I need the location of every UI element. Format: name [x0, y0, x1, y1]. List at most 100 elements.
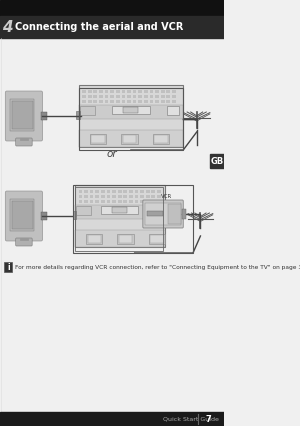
Bar: [144, 110, 148, 113]
Bar: [82, 110, 86, 113]
Bar: [129, 195, 133, 198]
Bar: [172, 95, 176, 98]
Bar: [146, 195, 150, 198]
Bar: [146, 210, 150, 213]
Bar: [167, 110, 170, 113]
Bar: [110, 90, 114, 93]
Bar: [86, 234, 103, 244]
Bar: [99, 110, 103, 113]
Bar: [119, 235, 132, 243]
Bar: [152, 210, 155, 213]
Bar: [129, 200, 133, 203]
Bar: [167, 100, 170, 103]
Bar: [123, 200, 127, 203]
Bar: [210, 154, 224, 168]
Bar: [172, 110, 176, 113]
Bar: [0, 0, 224, 16]
Bar: [157, 200, 161, 203]
Bar: [155, 100, 159, 103]
Bar: [99, 100, 103, 103]
Bar: [122, 110, 125, 113]
Bar: [101, 200, 105, 203]
Bar: [99, 105, 103, 108]
Text: VCR: VCR: [161, 194, 172, 199]
Bar: [150, 105, 153, 108]
Bar: [88, 105, 92, 108]
Bar: [90, 200, 94, 203]
Bar: [90, 134, 106, 144]
Bar: [150, 100, 153, 103]
Bar: [138, 90, 142, 93]
Bar: [105, 100, 108, 103]
Bar: [110, 95, 114, 98]
Bar: [41, 212, 47, 220]
Bar: [118, 190, 122, 193]
Bar: [112, 200, 116, 203]
Bar: [161, 110, 164, 113]
Bar: [94, 100, 97, 103]
Bar: [133, 90, 136, 93]
Bar: [127, 100, 131, 103]
Bar: [133, 105, 136, 108]
Bar: [75, 185, 164, 247]
Bar: [129, 205, 133, 208]
Bar: [135, 205, 138, 208]
Bar: [79, 195, 82, 198]
Bar: [94, 95, 97, 98]
Bar: [122, 100, 125, 103]
Bar: [116, 110, 120, 113]
Bar: [112, 210, 116, 213]
Bar: [112, 195, 116, 198]
Bar: [140, 200, 144, 203]
Bar: [150, 90, 153, 93]
Bar: [172, 90, 176, 93]
Bar: [112, 190, 116, 193]
Text: Quick Start Guide: Quick Start Guide: [163, 417, 219, 421]
Bar: [105, 105, 108, 108]
Bar: [135, 195, 138, 198]
Bar: [155, 105, 159, 108]
Bar: [140, 205, 144, 208]
Bar: [95, 210, 99, 213]
Bar: [105, 95, 108, 98]
Bar: [146, 205, 150, 208]
Bar: [82, 100, 86, 103]
Bar: [155, 90, 159, 93]
Bar: [145, 203, 181, 225]
Bar: [150, 95, 153, 98]
Bar: [105, 110, 108, 113]
Bar: [95, 195, 99, 198]
Bar: [110, 105, 114, 108]
FancyBboxPatch shape: [5, 91, 43, 141]
Bar: [75, 230, 164, 247]
Bar: [153, 134, 169, 144]
Bar: [129, 210, 133, 213]
Bar: [12, 201, 33, 229]
Bar: [73, 211, 76, 219]
Bar: [41, 112, 47, 120]
Text: i: i: [7, 262, 10, 271]
Bar: [76, 111, 80, 119]
Text: Connecting the aerial and VCR: Connecting the aerial and VCR: [15, 22, 183, 32]
Bar: [82, 105, 86, 108]
Bar: [84, 200, 88, 203]
Bar: [79, 200, 82, 203]
Bar: [94, 110, 97, 113]
Bar: [148, 206, 160, 215]
Bar: [106, 195, 110, 198]
Bar: [75, 205, 164, 219]
Bar: [82, 90, 86, 93]
Bar: [167, 106, 179, 115]
Bar: [95, 190, 99, 193]
Bar: [79, 85, 183, 147]
Bar: [84, 195, 88, 198]
Bar: [138, 110, 142, 113]
Bar: [117, 234, 134, 244]
Bar: [73, 185, 193, 253]
Bar: [135, 210, 138, 213]
Bar: [84, 205, 88, 208]
Bar: [155, 95, 159, 98]
Bar: [82, 95, 86, 98]
Bar: [110, 100, 114, 103]
Bar: [121, 134, 138, 144]
